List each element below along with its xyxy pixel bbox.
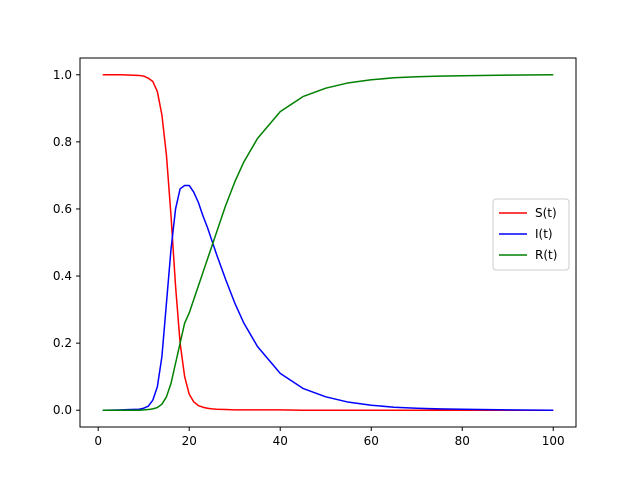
series-line-1 [102,184,554,411]
y-tick-label-4: 0.8 [53,135,72,149]
legend: S(t) I(t) R(t) [492,198,570,271]
x-tick-label-2: 40 [273,434,288,448]
y-tick-label-3: 0.6 [53,202,72,216]
y-tick-label-1: 0.2 [53,336,72,350]
axes-layer: 0 20 40 60 80 100 0.0 0.2 0.4 0.6 0.8 1.0 [53,68,565,448]
legend-label-2: R(t) [535,248,557,262]
x-tick-label-4: 80 [455,434,470,448]
series-layer [102,74,554,411]
plot-frame [79,57,577,428]
legend-box [492,198,570,271]
legend-label-0: S(t) [535,206,557,220]
x-tick-label-0: 0 [94,434,102,448]
x-tick-label-5: 100 [542,434,565,448]
legend-label-1: I(t) [535,227,553,241]
series-line-2 [102,74,554,411]
y-tick-label-0: 0.0 [53,403,72,417]
y-tick-label-5: 1.0 [53,68,72,82]
x-tick-label-3: 60 [364,434,379,448]
y-tick-label-2: 0.4 [53,269,72,283]
x-tick-label-1: 20 [182,434,197,448]
series-line-0 [102,74,554,411]
